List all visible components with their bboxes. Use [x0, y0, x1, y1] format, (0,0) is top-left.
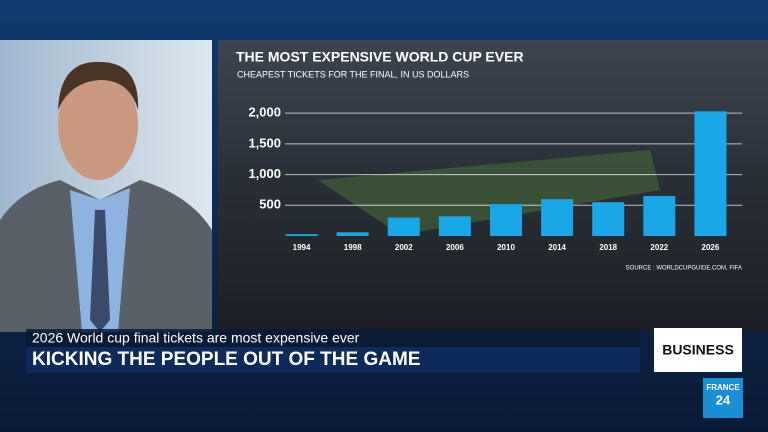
- tie: [90, 210, 110, 332]
- headline-bar: [26, 347, 640, 373]
- head: [58, 70, 138, 180]
- bar: [490, 204, 522, 236]
- bar: [438, 216, 471, 236]
- x-tick-label: 2026: [702, 243, 720, 252]
- pitch: [318, 150, 660, 235]
- bar: [592, 202, 625, 236]
- subtitle-bar: [26, 329, 640, 347]
- x-tick-label: 2006: [446, 243, 464, 252]
- logo-line1: FRANCE: [706, 383, 740, 392]
- x-tick-label: 2014: [548, 243, 566, 252]
- x-tick-label: 2018: [599, 243, 617, 252]
- chart-subtitle: CHEAPEST TICKETS FOR THE FINAL, IN US DO…: [237, 69, 469, 79]
- lower-subtitle: 2026 World cup final tickets are most ex…: [32, 330, 360, 346]
- lower-third: 2026 World cup final tickets are most ex…: [26, 328, 743, 418]
- tag: BUSINESS: [662, 342, 734, 358]
- lower-headline: KICKING THE PEOPLE OUT OF THE GAME: [32, 349, 420, 370]
- bar: [643, 196, 676, 236]
- bar: [541, 199, 574, 236]
- y-tick-label: 2,000: [248, 105, 281, 120]
- bar: [694, 111, 727, 236]
- y-tick-label: 1,000: [248, 166, 281, 181]
- y-tick-label: 500: [259, 197, 281, 212]
- tag-box: [654, 328, 742, 372]
- chart-panel: THE MOST EXPENSIVE WORLD CUP EVER CHEAPE…: [218, 40, 768, 332]
- bar: [336, 232, 369, 236]
- x-tick-label: 2010: [497, 243, 515, 252]
- bar: [387, 217, 420, 236]
- x-tick-label: 1994: [293, 243, 311, 252]
- chart-source: SOURCE : WORLDCUPGUIDE.COM, FIFA: [626, 266, 742, 272]
- y-tick-label: 1,500: [248, 135, 281, 150]
- bar: [285, 234, 318, 236]
- presenter-panel: [0, 40, 212, 332]
- x-tick-label: 1998: [344, 243, 362, 252]
- logo-box: [703, 378, 743, 418]
- logo-line2: 24: [716, 392, 731, 407]
- x-tick-label: 2022: [650, 243, 668, 252]
- x-tick-label: 2002: [395, 243, 413, 252]
- hair: [58, 61, 139, 110]
- chart-title: THE MOST EXPENSIVE WORLD CUP EVER: [236, 49, 524, 65]
